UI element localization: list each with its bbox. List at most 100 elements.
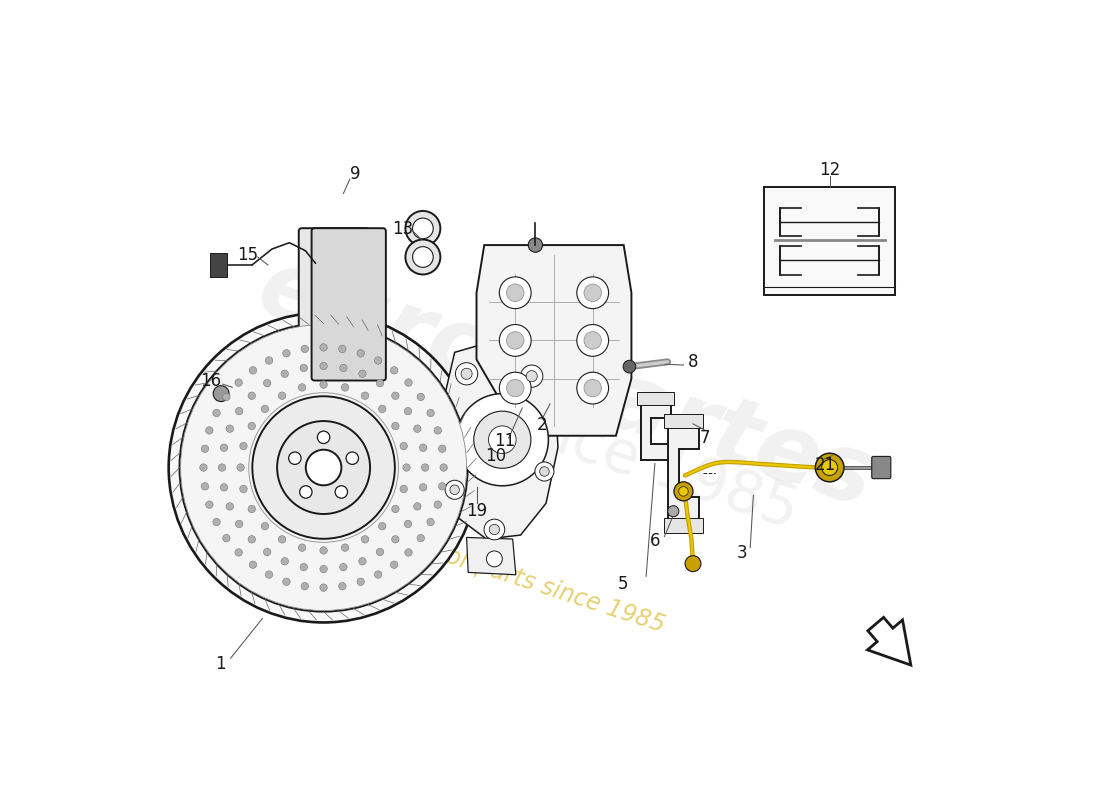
Circle shape	[240, 486, 248, 493]
Circle shape	[339, 582, 346, 590]
Circle shape	[390, 366, 398, 374]
Text: 2: 2	[537, 417, 548, 434]
Circle shape	[339, 345, 346, 353]
Circle shape	[168, 313, 478, 622]
Circle shape	[341, 544, 349, 551]
Circle shape	[440, 464, 448, 471]
Circle shape	[392, 392, 399, 399]
Circle shape	[320, 344, 328, 351]
Circle shape	[499, 325, 531, 356]
Circle shape	[300, 364, 308, 372]
Circle shape	[301, 345, 308, 353]
Circle shape	[506, 284, 524, 302]
Circle shape	[248, 506, 255, 513]
Circle shape	[414, 425, 421, 432]
Bar	[210, 253, 228, 277]
Circle shape	[412, 218, 433, 238]
Circle shape	[434, 426, 441, 434]
Text: 12: 12	[820, 161, 840, 178]
Circle shape	[499, 372, 531, 404]
Circle shape	[300, 563, 308, 571]
Bar	[664, 518, 703, 533]
FancyBboxPatch shape	[311, 228, 386, 381]
FancyArrow shape	[868, 618, 911, 665]
Circle shape	[490, 524, 499, 534]
Circle shape	[417, 534, 425, 542]
Text: 9: 9	[350, 165, 361, 182]
Circle shape	[220, 484, 228, 491]
Circle shape	[400, 486, 407, 493]
Bar	[764, 187, 895, 294]
Polygon shape	[466, 538, 516, 574]
Text: 10: 10	[485, 446, 506, 465]
Circle shape	[201, 482, 209, 490]
Circle shape	[392, 506, 399, 513]
Circle shape	[320, 381, 328, 388]
Circle shape	[417, 394, 425, 401]
Circle shape	[540, 466, 549, 476]
Circle shape	[206, 501, 213, 508]
Circle shape	[283, 578, 290, 586]
Circle shape	[361, 536, 368, 543]
Circle shape	[299, 486, 312, 498]
Circle shape	[520, 365, 543, 387]
Text: 21: 21	[814, 456, 836, 474]
Circle shape	[240, 442, 248, 450]
Circle shape	[623, 360, 636, 373]
Circle shape	[261, 405, 268, 413]
Circle shape	[320, 546, 328, 554]
Circle shape	[359, 370, 366, 378]
Circle shape	[584, 332, 602, 349]
Circle shape	[341, 384, 349, 391]
Circle shape	[419, 444, 427, 451]
Circle shape	[584, 379, 602, 397]
Circle shape	[336, 486, 348, 498]
Circle shape	[320, 362, 328, 370]
Circle shape	[179, 323, 468, 612]
Text: 13: 13	[393, 220, 414, 238]
Circle shape	[340, 364, 348, 372]
Circle shape	[249, 535, 255, 543]
Circle shape	[277, 421, 370, 514]
FancyBboxPatch shape	[299, 228, 370, 366]
Circle shape	[455, 362, 477, 385]
Circle shape	[376, 379, 384, 387]
Circle shape	[236, 464, 244, 471]
Circle shape	[249, 392, 255, 399]
Circle shape	[213, 386, 229, 402]
Circle shape	[488, 426, 516, 454]
Circle shape	[278, 392, 286, 399]
Circle shape	[668, 506, 679, 517]
Circle shape	[201, 445, 209, 453]
Circle shape	[499, 277, 531, 309]
Circle shape	[265, 357, 273, 364]
FancyBboxPatch shape	[872, 457, 891, 478]
Circle shape	[264, 548, 271, 556]
Circle shape	[815, 454, 844, 482]
Circle shape	[320, 584, 328, 591]
Circle shape	[265, 571, 273, 578]
Text: 15: 15	[238, 246, 258, 265]
Circle shape	[674, 482, 693, 501]
Circle shape	[414, 502, 421, 510]
Circle shape	[248, 422, 255, 430]
Circle shape	[306, 450, 341, 486]
Text: 11: 11	[494, 432, 515, 450]
Circle shape	[318, 431, 330, 443]
Circle shape	[506, 379, 524, 397]
Circle shape	[427, 410, 434, 417]
Circle shape	[374, 357, 382, 364]
Circle shape	[212, 518, 220, 526]
Circle shape	[301, 582, 308, 590]
Circle shape	[427, 518, 434, 526]
Circle shape	[400, 442, 407, 450]
Circle shape	[222, 534, 230, 542]
Circle shape	[358, 578, 364, 586]
Circle shape	[227, 425, 233, 432]
Circle shape	[250, 366, 256, 374]
Circle shape	[227, 502, 233, 510]
Circle shape	[283, 350, 290, 357]
Circle shape	[180, 325, 466, 610]
Circle shape	[261, 522, 268, 530]
Text: since 1985: since 1985	[485, 387, 806, 540]
